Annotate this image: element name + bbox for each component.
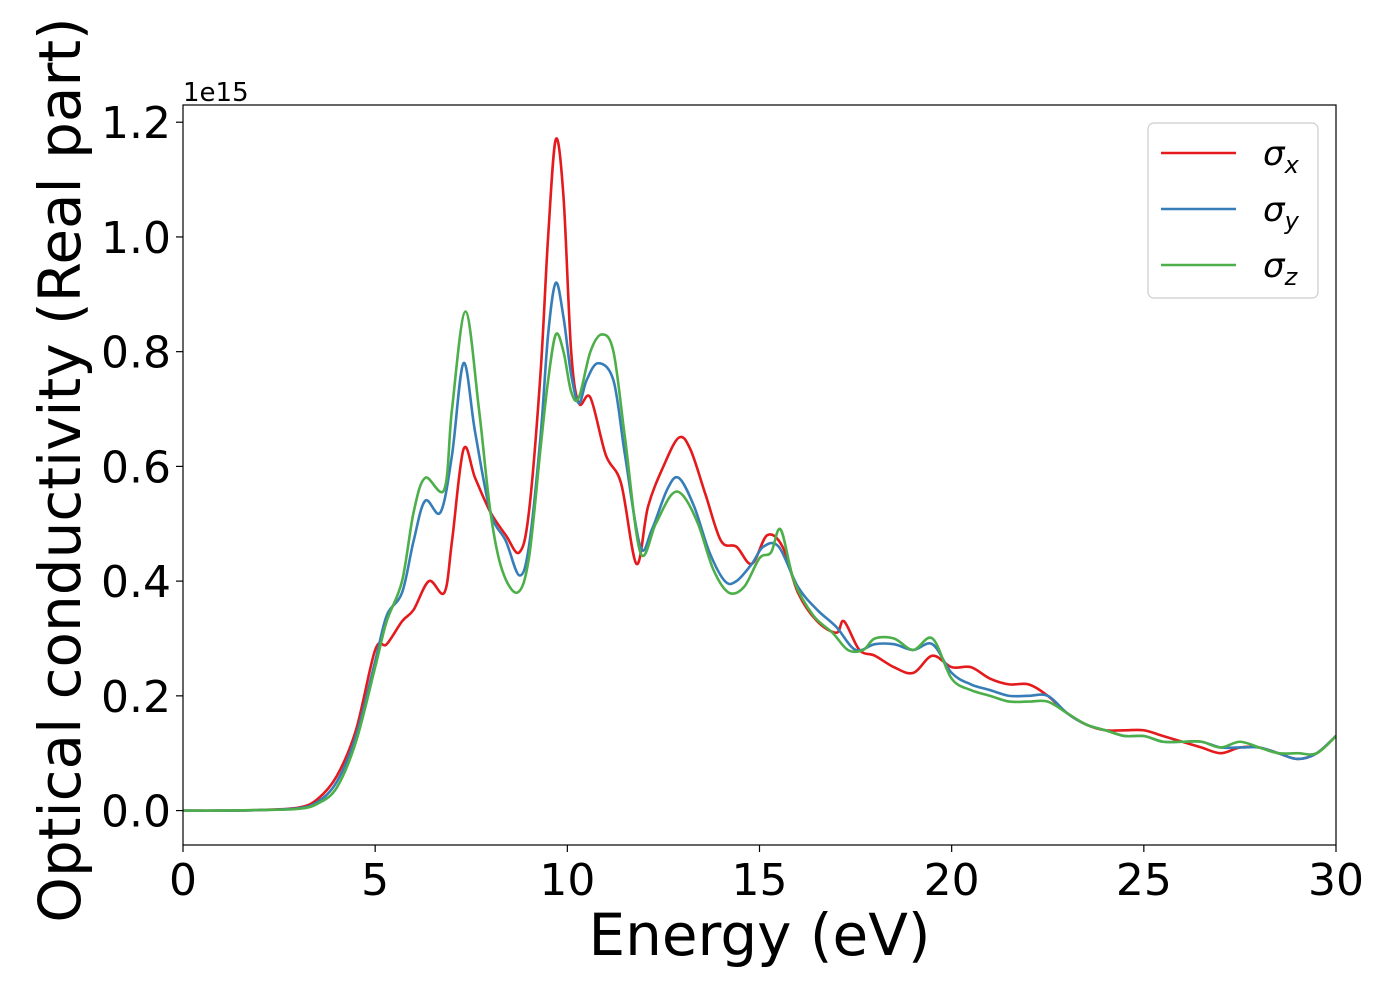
legend-label-x: σx [1263,134,1300,179]
x-tick-label: 5 [361,855,389,906]
x-axis-title: Energy (eV) [588,901,930,969]
x-tick-label: 25 [1116,855,1172,906]
y-tick-label: 0.4 [101,557,171,608]
y-axis-offset-label: 1e15 [183,78,249,108]
legend-label-z: σz [1263,246,1299,291]
y-tick-label: 0.0 [101,787,171,838]
legend-label-y: σy [1263,190,1300,235]
x-tick-label: 10 [539,855,595,906]
y-tick-label: 1.0 [101,213,171,264]
y-tick-label: 0.6 [101,442,171,493]
y-tick-label: 0.8 [101,328,171,379]
series-layer [183,137,1336,812]
x-tick-label: 30 [1308,855,1364,906]
y-tick-label: 0.2 [101,672,171,723]
x-tick-label: 0 [169,855,197,906]
legend-box [1147,122,1319,299]
legend: σx σy σz [1147,122,1319,299]
x-tick-label: 20 [924,855,980,906]
series-line-z [183,310,1336,812]
y-axis-title: Optical conductivity (Real part) [26,17,94,922]
y-tick-label: 1.2 [101,98,171,149]
x-tick-label: 15 [732,855,788,906]
axis-layer: 0 5 10 15 20 25 30 0.0 0.2 0.4 0.6 0.8 1.0 1.2 [101,98,1364,906]
